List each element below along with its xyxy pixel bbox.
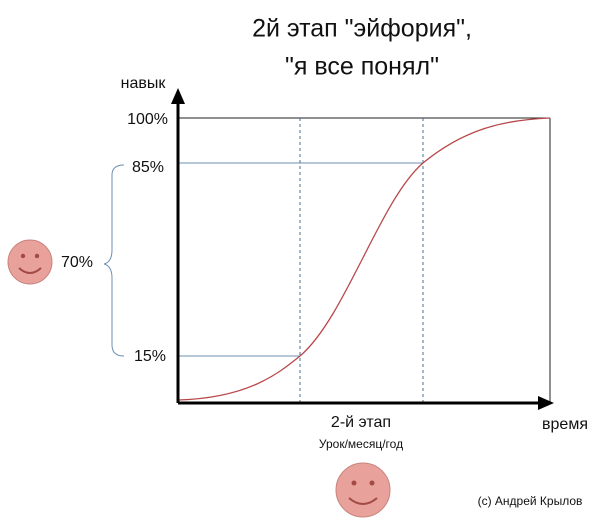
y-tick-label: 100% xyxy=(127,111,168,128)
y-tick-label: 15% xyxy=(134,348,166,365)
brace xyxy=(103,164,125,357)
stage-sublabel: Урок/месяц/год xyxy=(319,437,403,451)
arrowhead xyxy=(171,88,185,104)
title-line: "я все понял" xyxy=(285,53,439,81)
y-tick-label: 85% xyxy=(132,159,164,176)
credit: (c) Андрей Крылов xyxy=(478,494,583,508)
y-axis-label: навык xyxy=(121,75,167,92)
stage-label: 2-й этап xyxy=(331,414,391,431)
title-line: 2й этап "эйфория", xyxy=(252,15,472,43)
brace-label: 70% xyxy=(61,254,93,271)
smiley xyxy=(7,239,53,285)
x-axis-label: время xyxy=(542,416,588,433)
learning-curve xyxy=(177,117,551,401)
smiley xyxy=(335,462,391,518)
arrowhead xyxy=(538,396,554,410)
